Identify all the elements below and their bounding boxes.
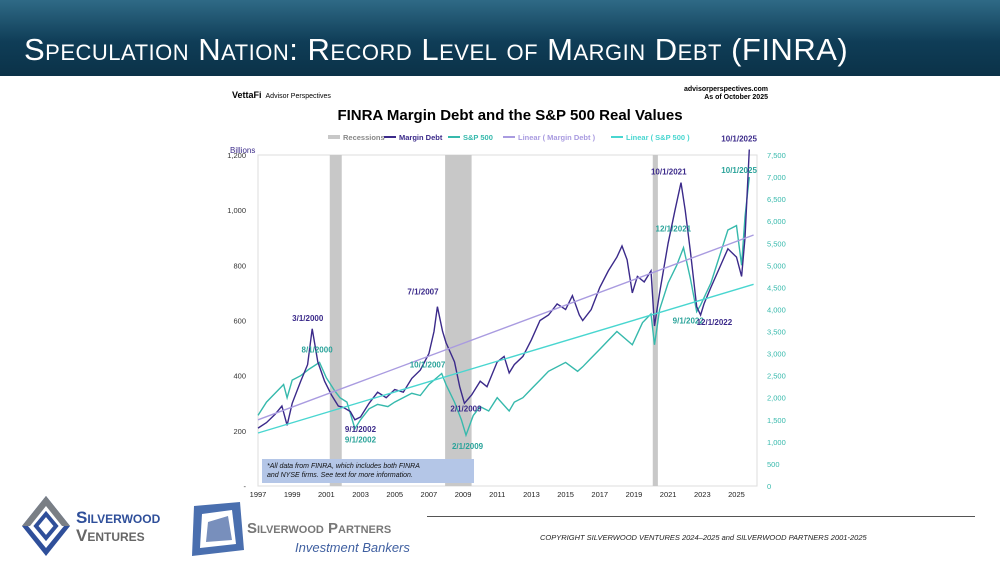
vettafi-sub: Advisor Perspectives <box>265 93 331 100</box>
x-tick-label: 2017 <box>591 490 608 499</box>
y2-tick-label: 1,000 <box>767 438 786 447</box>
annotation-label: 10/1/2025 <box>721 134 757 143</box>
footer-divider <box>427 516 975 517</box>
annotation-label: 10/1/2025 <box>721 166 757 175</box>
x-tick-label: 2019 <box>626 490 643 499</box>
y2-tick-label: 500 <box>767 460 780 469</box>
note-text: and NYSE firms. See text for more inform… <box>267 472 413 479</box>
annotation-label: 10/1/2021 <box>651 168 687 177</box>
annotation-label: 12/1/2021 <box>656 225 692 234</box>
x-tick-label: 2025 <box>728 490 745 499</box>
y2-tick-label: 3,500 <box>767 328 786 337</box>
y2-tick-label: 6,500 <box>767 195 786 204</box>
margin-debt-line <box>257 149 750 429</box>
source-site: advisorperspectives.com <box>683 86 768 93</box>
y-tick-label: 400 <box>233 372 246 381</box>
annotation-label: 10/1/2007 <box>410 360 446 369</box>
x-tick-label: 2011 <box>489 490 505 499</box>
recession-band <box>445 155 472 486</box>
y-tick-label: 1,200 <box>227 151 246 160</box>
y2-tick-label: 7,500 <box>767 151 786 160</box>
silverwood-ventures-logo-mark <box>22 496 70 556</box>
annotation-label: 8/1/2000 <box>302 345 334 354</box>
copyright: COPYRIGHT SILVERWOOD VENTURES 2024–2025 … <box>540 533 867 542</box>
source-asof: As of October 2025 <box>704 94 768 101</box>
x-tick-label: 1999 <box>284 490 301 499</box>
annotation-label: 12/1/2022 <box>697 318 733 327</box>
legend-label: Linear ( S&P 500 ) <box>626 133 690 142</box>
x-tick-label: 2013 <box>523 490 540 499</box>
y2-tick-label: 5,000 <box>767 261 786 270</box>
y-tick-label: 1,000 <box>227 206 246 215</box>
legend-label: S&P 500 <box>463 133 493 142</box>
vettafi-logo: VettaFi Advisor Perspectives <box>232 90 331 100</box>
annotation-label: 2/1/2009 <box>450 404 482 413</box>
y2-tick-label: 2,000 <box>767 394 786 403</box>
y2-tick-label: 4,500 <box>767 283 786 292</box>
y-axis-label: Billions <box>230 146 255 155</box>
x-tick-label: 2021 <box>660 490 677 499</box>
x-tick-label: 2023 <box>694 490 711 499</box>
y2-tick-label: 5,500 <box>767 239 786 248</box>
annotation-label: 9/1/2002 <box>345 436 377 445</box>
y2-tick-label: 6,000 <box>767 217 786 226</box>
chart-title: FINRA Margin Debt and the S&P 500 Real V… <box>337 107 682 124</box>
x-tick-label: 2005 <box>386 490 403 499</box>
x-tick-label: 1997 <box>250 490 267 499</box>
silverwood-partners-sub: Investment Bankers <box>295 540 410 555</box>
note-text: *All data from FINRA, which includes bot… <box>267 463 420 470</box>
annotation-label: 9/1/2002 <box>345 425 377 434</box>
annotation-label: 2/1/2009 <box>452 442 484 451</box>
source-info: advisorperspectives.com As of October 202… <box>620 86 768 102</box>
y2-tick-label: 2,500 <box>767 372 786 381</box>
y-tick-label: 800 <box>233 261 246 270</box>
x-tick-label: 2007 <box>421 490 438 499</box>
y2-tick-label: 4,000 <box>767 305 786 314</box>
y2-tick-label: 7,000 <box>767 173 786 182</box>
y-tick-label: 600 <box>233 317 246 326</box>
note-box <box>262 459 474 483</box>
x-tick-label: 2001 <box>318 490 335 499</box>
ventures-line2: Ventures <box>76 526 145 545</box>
annotation-label: 9/1/2022 <box>673 317 705 326</box>
y2-tick-label: 0 <box>767 482 771 491</box>
x-tick-label: 2003 <box>352 490 369 499</box>
annotation-label: 3/1/2000 <box>292 314 324 323</box>
sp500-line <box>257 177 750 438</box>
annotation-label: 7/1/2007 <box>407 288 439 297</box>
y-tick-label: - <box>244 482 247 491</box>
ventures-line1: Silverwood <box>76 508 161 527</box>
x-tick-label: 2015 <box>557 490 574 499</box>
y2-tick-label: 1,500 <box>767 416 786 425</box>
legend-label: Linear ( Margin Debt ) <box>518 133 596 142</box>
y2-tick-label: 3,000 <box>767 350 786 359</box>
recession-band <box>329 155 342 486</box>
title-banner: Speculation Nation: Record Level of Marg… <box>0 0 1000 76</box>
legend-label: Margin Debt <box>399 133 443 142</box>
silverwood-partners-name: Silverwood Partners <box>247 520 392 537</box>
slide-title: Speculation Nation: Record Level of Marg… <box>24 32 849 67</box>
margin-debt-trendline <box>257 234 754 421</box>
legend-label: Recessions <box>343 133 385 142</box>
silverwood-partners-logo-mark <box>192 502 244 556</box>
y-tick-label: 200 <box>233 427 246 436</box>
sp500-trendline <box>257 283 754 434</box>
x-tick-label: 2009 <box>455 490 472 499</box>
plot-frame <box>257 154 758 487</box>
vettafi-name: VettaFi <box>232 90 262 100</box>
silverwood-ventures-logo-text: Silverwood Ventures <box>76 509 160 545</box>
